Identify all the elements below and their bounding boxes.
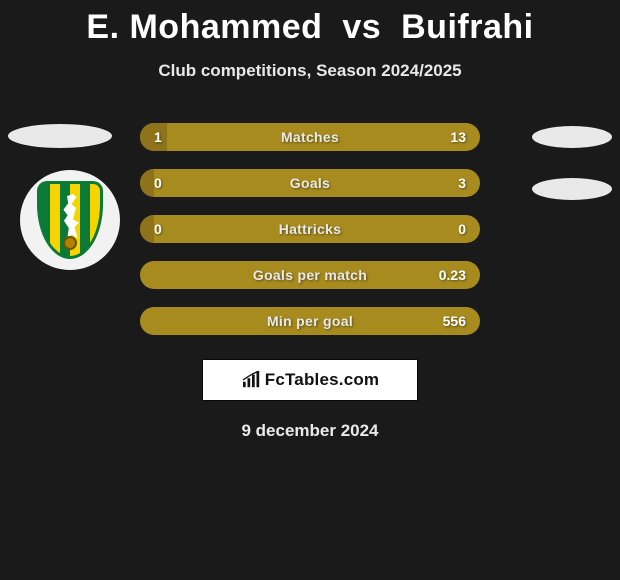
bar-chart-icon [241, 371, 263, 389]
stat-right-value: 3 [424, 175, 480, 191]
stat-row-goals: 0 Goals 3 [140, 169, 480, 197]
stat-left-value: 0 [140, 221, 196, 237]
stat-left-value: 0 [140, 175, 196, 191]
club-shield-icon [37, 181, 103, 259]
stat-right-value: 0 [424, 221, 480, 237]
stat-row-matches: 1 Matches 13 [140, 123, 480, 151]
vs-separator: vs [342, 8, 381, 46]
stat-right-value: 0.23 [424, 267, 480, 283]
player2-name: Buifrahi [401, 8, 533, 46]
brand-box: FcTables.com [202, 359, 418, 401]
decoration-ellipse-left [8, 124, 112, 148]
stat-label: Goals [196, 175, 424, 191]
stats-list: 1 Matches 13 0 Goals 3 0 Hattricks 0 Goa… [140, 123, 480, 335]
player1-name: E. Mohammed [86, 8, 322, 46]
stat-row-goals-per-match: Goals per match 0.23 [140, 261, 480, 289]
brand-text: FcTables.com [265, 370, 380, 390]
stat-row-min-per-goal: Min per goal 556 [140, 307, 480, 335]
club-badge [20, 170, 120, 270]
stat-right-value: 13 [424, 129, 480, 145]
stat-label: Matches [196, 129, 424, 145]
stat-row-hattricks: 0 Hattricks 0 [140, 215, 480, 243]
decoration-ellipse-right-1 [532, 126, 612, 148]
decoration-ellipse-right-2 [532, 178, 612, 200]
subtitle: Club competitions, Season 2024/2025 [158, 61, 461, 81]
stat-label: Hattricks [196, 221, 424, 237]
ball-icon [63, 236, 77, 250]
date-text: 9 december 2024 [241, 421, 378, 441]
page-title: E. Mohammed vs Buifrahi [86, 8, 533, 47]
stat-label: Min per goal [196, 313, 424, 329]
stat-label: Goals per match [196, 267, 424, 283]
stat-left-value: 1 [140, 129, 196, 145]
infographic-root: E. Mohammed vs Buifrahi Club competition… [0, 0, 620, 441]
stat-right-value: 556 [424, 313, 480, 329]
